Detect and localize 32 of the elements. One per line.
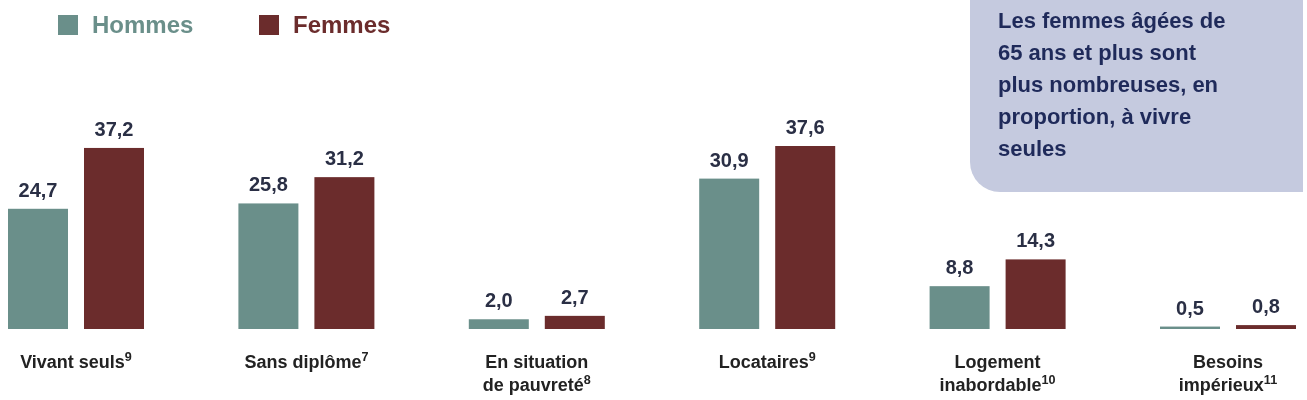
x-tick-label: Vivant seuls$^{9}$ (20, 350, 132, 372)
legend-label: Femmes (293, 11, 391, 38)
bar (929, 286, 990, 329)
data-label: 0,5 (1176, 296, 1204, 319)
legend-label: Hommes (92, 11, 194, 38)
x-tick-label: Locataires$^{9}$ (718, 350, 816, 372)
bar (314, 177, 375, 329)
data-label: 24,7 (18, 178, 58, 201)
bar (1236, 325, 1296, 329)
annotation: Les femmes âgées de 65 ans et plus sont plus nombreuses, en proportion, à vivre seules (998, 8, 1226, 161)
data-label: 2,0 (484, 289, 513, 312)
data-label: 25,8 (248, 173, 288, 196)
bar (775, 146, 836, 329)
bar (238, 203, 299, 329)
bar (8, 208, 68, 329)
data-label: 2,7 (560, 285, 589, 308)
bar (84, 147, 144, 329)
data-label: 31,2 (324, 147, 364, 170)
x-tick-label: Sans diplôme$^{7}$ (244, 350, 369, 372)
bar (468, 319, 529, 329)
data-label: 8,8 (945, 256, 974, 279)
bar (1005, 259, 1066, 329)
data-label: 30,9 (709, 148, 749, 171)
bar (699, 178, 760, 329)
data-label: 37,2 (94, 117, 134, 140)
x-tick-label: En situation de pauvreté$^{8}$ (482, 352, 591, 395)
data-label: 14,3 (1016, 229, 1056, 252)
x-tick-label: Besoins impérieux$^{11}$ (1178, 352, 1278, 395)
data-label: 37,6 (785, 116, 825, 138)
x-tick-label: Logement inabordable$^{10}$ (939, 352, 1056, 395)
bar (544, 315, 605, 329)
data-label: 0,8 (1252, 295, 1280, 318)
